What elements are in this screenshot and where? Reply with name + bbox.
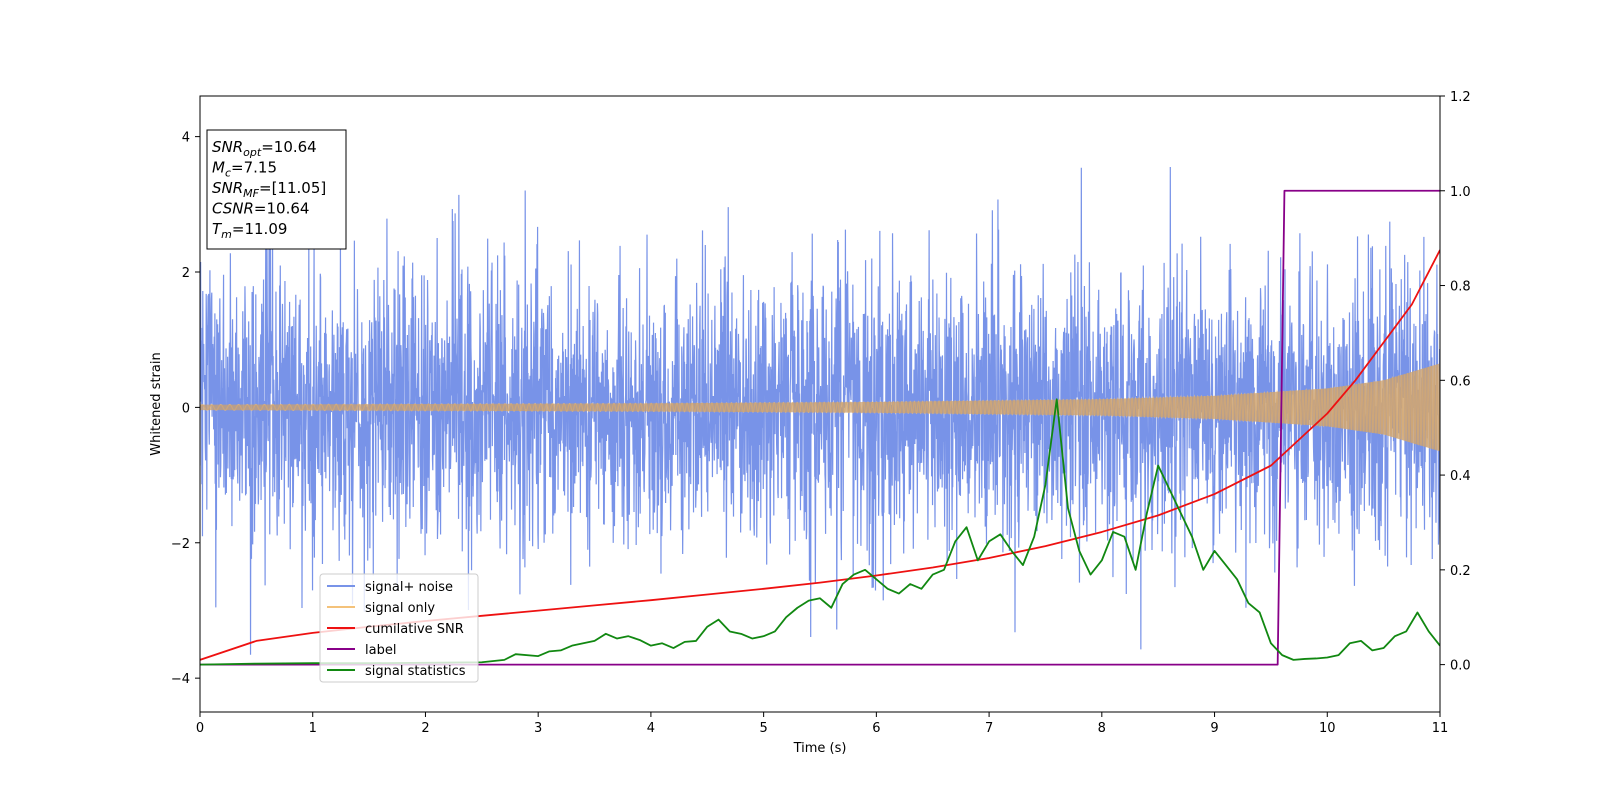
x-tick-label: 6	[872, 721, 880, 736]
y2-tick-label: 0.6	[1450, 374, 1471, 389]
signal-only-envelope	[200, 363, 1440, 452]
stats-subscript: m	[221, 228, 232, 241]
x-axis-label: Time (s)	[793, 741, 847, 756]
y-axis-left: −4 −2 0 2 4	[171, 131, 200, 687]
x-tick-label: 4	[647, 721, 655, 736]
plot-frame	[199, 95, 1441, 713]
x-tick-label: 5	[759, 721, 767, 736]
stats-value: =11.09	[232, 220, 288, 238]
stats-line: Tm=11.09	[212, 220, 287, 241]
x-tick-label: 8	[1098, 721, 1106, 736]
signal-noise-line	[200, 166, 1440, 655]
x-axis: 0 1 2 3 4 5 6 7 8 9 10 11	[196, 712, 1448, 736]
y2-tick-label: 0.2	[1450, 564, 1471, 579]
legend: signal+ noise signal only cumilative SNR la…	[319, 573, 479, 683]
stats-value: =10.64	[254, 200, 310, 218]
stats-annotation-frame	[206, 129, 347, 250]
stats-symbol: M	[212, 159, 225, 177]
legend-label: signal+ noise	[365, 580, 453, 595]
stats-symbol: SNR	[212, 179, 243, 197]
x-tick-label: 1	[309, 721, 317, 736]
stats-symbol: CSNR	[212, 200, 254, 218]
y2-tick-label: 0.0	[1450, 659, 1471, 674]
y-axis-right: 0.0 0.2 0.4 0.6 0.8 1.0 1.2	[1440, 90, 1471, 674]
y-tick-label: −2	[171, 537, 190, 552]
stats-value: =7.15	[231, 159, 277, 177]
y-tick-label: 2	[182, 266, 190, 281]
y-tick-label: −4	[171, 672, 190, 687]
stats-symbol: SNR	[212, 138, 243, 156]
stats-value: =10.64	[261, 138, 317, 156]
y2-tick-label: 1.0	[1450, 185, 1471, 200]
series-signal-noise	[200, 166, 1440, 655]
x-tick-label: 11	[1432, 721, 1449, 736]
x-tick-label: 0	[196, 721, 204, 736]
x-tick-label: 10	[1319, 721, 1336, 736]
y-tick-label: 4	[182, 131, 190, 146]
y-axis-label: Whitened strain	[149, 352, 164, 455]
legend-frame	[319, 573, 479, 683]
series-signal-only	[200, 363, 1440, 452]
stats-symbol: T	[212, 220, 223, 238]
stats-value: =[11.05]	[259, 179, 326, 197]
series-line-label	[200, 189, 1440, 666]
stats-subscript: MF	[243, 187, 259, 200]
legend-label: signal statistics	[365, 664, 466, 679]
y2-tick-label: 0.8	[1450, 280, 1471, 295]
x-tick-label: 2	[421, 721, 429, 736]
stats-subscript: c	[225, 167, 231, 180]
stats-annotation-box: SNRopt=10.64Mc=7.15SNRMF=[11.05]CSNR=10.…	[206, 129, 347, 250]
y2-tick-label: 0.4	[1450, 469, 1471, 484]
stats-line: SNRMF=[11.05]	[212, 179, 326, 200]
legend-label: label	[365, 643, 396, 658]
x-tick-label: 7	[985, 721, 993, 736]
legend-label: signal only	[365, 601, 435, 616]
stats-line: Mc=7.15	[212, 159, 277, 180]
x-tick-label: 9	[1210, 721, 1218, 736]
y-tick-label: 0	[182, 401, 190, 416]
stats-subscript: opt	[243, 146, 262, 159]
y2-tick-label: 1.2	[1450, 90, 1471, 105]
x-tick-label: 3	[534, 721, 542, 736]
stats-line: CSNR=10.64	[212, 200, 309, 218]
series-line-signal-statistics	[200, 398, 1440, 666]
legend-label: cumilative SNR	[365, 622, 464, 637]
stats-line: SNRopt=10.64	[212, 138, 317, 159]
